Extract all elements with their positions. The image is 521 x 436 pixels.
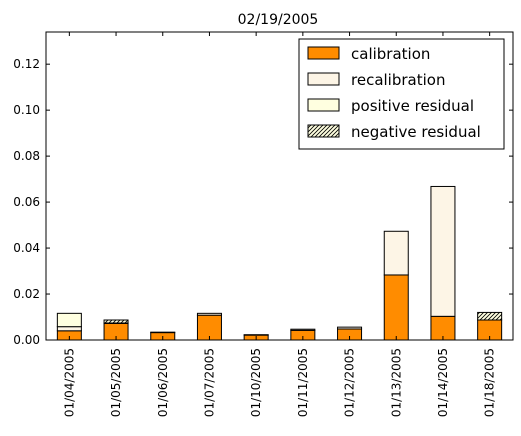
x-tick-label: 01/10/2005 — [249, 348, 263, 417]
legend-swatch-recalibration — [307, 72, 340, 86]
axes-layer: 0.00 0.02 0.04 0.06 0.08 0.10 0.12 01/04/2005 01… — [13, 31, 514, 417]
bar-calibration-3 — [196, 314, 222, 341]
x-tick-label: 01/18/2005 — [483, 348, 497, 417]
legend-label-negative-residual: negative residual — [351, 123, 481, 141]
bar-recalibration-6 — [337, 326, 363, 330]
x-tick-label: 01/12/2005 — [343, 348, 357, 417]
legend-swatch-negative-residual — [307, 124, 340, 138]
bar-recalibration-5 — [290, 328, 316, 331]
y-tick-label: 0.06 — [13, 195, 40, 209]
y-tick-label: 0.08 — [13, 149, 40, 163]
bar-recalibration-8 — [430, 185, 456, 317]
bar-calibration-7 — [383, 274, 409, 341]
legend: calibration recalibration positive residua… — [298, 38, 505, 150]
legend-swatch-calibration — [307, 46, 340, 60]
y-tick-label: 0.12 — [13, 57, 40, 71]
y-tick-label: 0.00 — [13, 333, 40, 347]
x-tick-label: 01/06/2005 — [156, 348, 170, 417]
bar-positive-residual-0 — [56, 312, 82, 328]
bar-recalibration-2 — [150, 331, 176, 334]
chart-title: 02/19/2005 — [238, 12, 319, 28]
x-tick-label: 01/11/2005 — [296, 348, 310, 417]
y-tick-label: 0.10 — [13, 103, 40, 117]
bar-recalibration-7 — [383, 230, 409, 276]
bar-negative-residual-9 — [477, 311, 503, 321]
bar-recalibration-4 — [243, 334, 269, 336]
legend-label-positive-residual: positive residual — [351, 97, 474, 115]
plot-frame — [45, 31, 514, 341]
x-tick-label: 01/07/2005 — [202, 348, 216, 417]
legend-label-recalibration: recalibration — [351, 71, 445, 89]
legend-label-calibration: calibration — [351, 45, 430, 63]
x-tick-label: 01/04/2005 — [62, 348, 76, 417]
y-tick-label: 0.02 — [13, 287, 40, 301]
x-tick-label: 01/05/2005 — [109, 348, 123, 417]
y-tick-label: 0.04 — [13, 241, 40, 255]
bars-layer — [56, 185, 503, 341]
bar-recalibration-3 — [196, 312, 222, 316]
bar-recalibration-0 — [56, 326, 82, 332]
legend-swatch-positive-residual — [307, 98, 340, 112]
bar-negative-residual-1 — [103, 319, 129, 324]
x-tick-label: 01/14/2005 — [436, 348, 450, 417]
x-tick-label: 01/13/2005 — [389, 348, 403, 417]
